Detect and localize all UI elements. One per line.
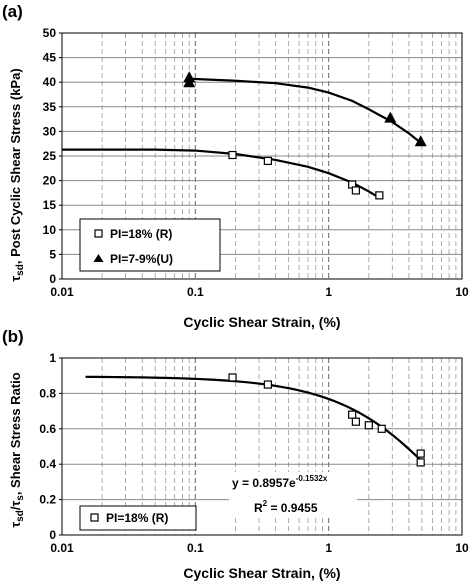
panel-b-legend-label-1: PI=18% (R) <box>106 511 168 525</box>
panel-a-legend-square-marker <box>94 229 103 238</box>
panel-b-label: (b) <box>2 327 24 346</box>
panel-b-annotation-bg <box>229 472 357 518</box>
panel-a-y-tick-label: 15 <box>43 198 57 212</box>
panel-b-x-tick-labels: 0.01 0.1 1 10 <box>50 541 469 555</box>
panel-b-fitline <box>85 375 422 461</box>
panel-b-series-0-point <box>364 421 373 430</box>
panel-a-y-tick-label: 5 <box>49 247 56 261</box>
panel-a-x-tick-label: 10 <box>455 285 469 299</box>
panel-a-x-axis-title: Cyclic Shear Strain, (%) <box>183 314 340 330</box>
panel-b-x-tick-label: 10 <box>455 541 469 555</box>
panel-b-series-0-point <box>351 417 360 426</box>
panel-a-y-tick-label: 0 <box>49 272 56 286</box>
panel-b-r-squared: R2 = 0.9455 <box>254 499 318 515</box>
panel-b-y-tick-label: 0.8 <box>39 386 56 400</box>
panel-a-y-tick-label: 40 <box>43 75 57 89</box>
panel-b-y-tick-label: 0.2 <box>39 493 56 507</box>
panel-a-series-0-point <box>375 191 384 200</box>
panel-a-y-axis-title: τsd, Post Cyclic Shear Stress (kPa) <box>8 68 26 281</box>
panel-a-y-tick-label: 30 <box>43 124 57 138</box>
panel-b-series-0-point <box>377 424 386 433</box>
panel-b-x-axis-title: Cyclic Shear Strain, (%) <box>183 565 340 581</box>
panel-b-series-0-point <box>416 449 425 458</box>
panel-b-annotation: y = 0.8957e-0.1532x R2 = 0.9455 <box>229 472 357 518</box>
panel-b-ylabel-rest: , Shear Stress Ratio <box>8 372 23 495</box>
panel-a-legend-box <box>79 218 221 272</box>
panel-b-series-0-point <box>416 458 425 467</box>
panel-b-series-0-point <box>348 410 357 419</box>
panel-a-y-tick-label: 50 <box>43 26 57 40</box>
panel-a-series-1-point <box>384 111 397 123</box>
panel-b: (b) 0 0.2 0.4 0.6 0.8 1 0.01 0.1 1 10 τsd/τs, Sh… <box>2 327 469 581</box>
panel-b-x-tick-label: 0.01 <box>50 541 74 555</box>
panel-a-y-tick-label: 25 <box>43 149 57 163</box>
panel-b-ylabel-slash: /τ <box>8 501 23 511</box>
panel-b-legend-square-marker <box>90 513 99 522</box>
panel-a-series-1-point <box>183 76 196 88</box>
panel-b-y-tick-labels: 0 0.2 0.4 0.6 0.8 1 <box>39 351 62 542</box>
panel-b-r-squared-r: R <box>254 501 263 515</box>
panel-b-y-tick-label: 0.6 <box>39 422 56 436</box>
panel-b-series-0-point <box>228 373 237 382</box>
panel-a: (a) 0 5 10 15 20 25 30 35 40 45 50 0.01 0.1 1 10 τsd,… <box>2 2 469 330</box>
panel-b-fit-equation-exp: -0.1532x <box>296 474 328 483</box>
panel-b-fit-equation-main: y = 0.8957e <box>232 476 296 490</box>
panel-a-label: (a) <box>2 2 23 21</box>
panel-a-series-0-point <box>263 156 272 166</box>
panel-a-ylabel-sub: sd <box>15 264 26 276</box>
panel-a-legend-triangle-marker <box>93 254 104 262</box>
panel-b-r-squared-sup: 2 <box>263 499 268 508</box>
panel-a-y-tick-labels: 0 5 10 15 20 25 30 35 40 45 50 <box>43 26 62 286</box>
panel-b-points <box>228 373 425 467</box>
panel-b-series-0-line <box>85 375 422 461</box>
panel-b-y-tick-label: 0.4 <box>39 457 56 471</box>
panel-a-x-tick-label: 0.1 <box>187 285 204 299</box>
panel-a-ylabel-rest: , Post Cyclic Shear Stress (kPa) <box>8 68 23 264</box>
panel-a-trendlines <box>62 77 422 199</box>
panel-b-ylabel-sub2: s <box>15 495 26 501</box>
panel-a-legend-label-2: PI=7-9%(U) <box>110 252 173 266</box>
panel-b-plot-frame <box>61 357 463 536</box>
panel-a-x-tick-label: 0.01 <box>50 285 74 299</box>
panel-b-fit-equation: y = 0.8957e-0.1532x <box>232 474 328 490</box>
panel-b-series-0-point <box>263 380 272 389</box>
panel-a-y-tick-label: 20 <box>43 174 57 188</box>
panel-b-y-tick-label: 1 <box>49 351 56 365</box>
panel-a-x-tick-label: 1 <box>325 285 332 299</box>
panel-a-legend: PI=18% (R) PI=7-9%(U) <box>79 218 221 272</box>
panel-b-legend: PI=18% (R) <box>79 505 197 531</box>
panel-a-points <box>183 71 427 200</box>
panel-a-legend-label-1: PI=18% (R) <box>110 227 172 241</box>
panel-a-series-1-point <box>414 135 427 147</box>
panel-a-series-1-line <box>189 77 422 144</box>
panel-a-y-tick-label: 45 <box>43 51 57 65</box>
panel-b-x-tick-label: 1 <box>325 541 332 555</box>
panel-a-ylabel-symbol: τ <box>8 276 23 282</box>
panel-b-ylabel-sub: sd <box>15 510 26 522</box>
panel-a-series-0-line <box>62 148 380 199</box>
panel-a-series-0-point <box>228 150 237 160</box>
panel-a-x-tick-labels: 0.01 0.1 1 10 <box>50 285 469 299</box>
panel-b-legend-box <box>79 505 197 531</box>
panel-b-x-tick-label: 0.1 <box>187 541 204 555</box>
panel-a-y-tick-label: 10 <box>43 223 57 237</box>
panel-a-series-0-point <box>351 186 360 195</box>
panel-b-ylabel-symbol: τ <box>8 522 23 528</box>
panel-b-y-tick-label: 0 <box>49 528 56 542</box>
panel-b-y-axis-title: τsd/τs, Shear Stress Ratio <box>8 372 26 527</box>
panel-a-y-tick-label: 35 <box>43 100 57 114</box>
panel-b-r-squared-value: = 0.9455 <box>267 501 318 515</box>
